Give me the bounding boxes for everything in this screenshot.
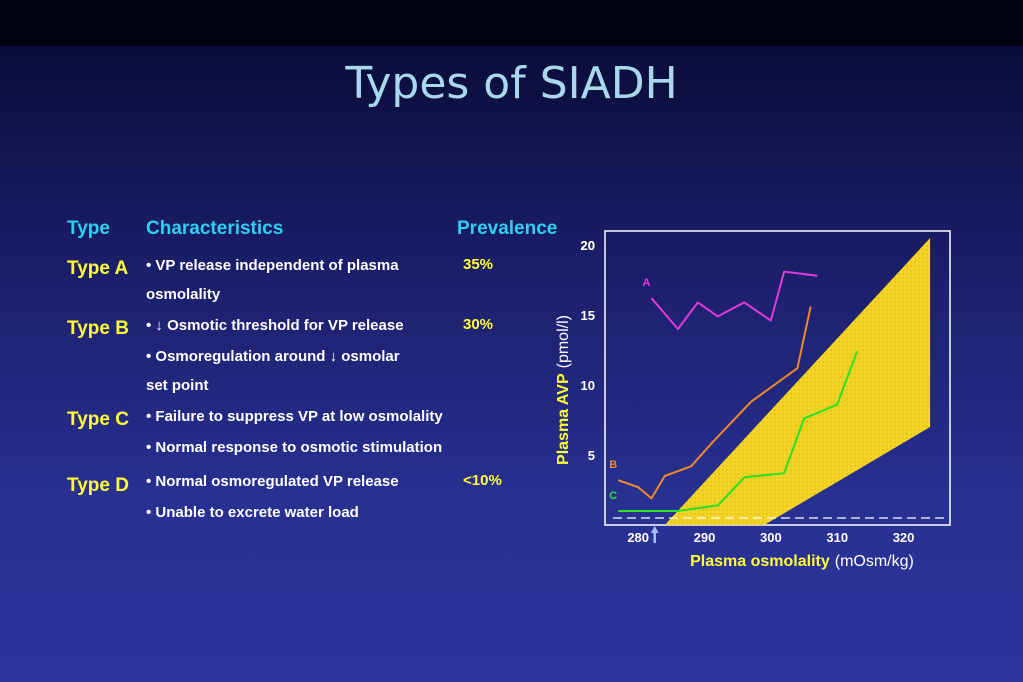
type-b-line-2: • Osmoregulation around ↓ osmolar (146, 348, 400, 365)
y-tick-label: 15 (581, 308, 595, 323)
x-axis-label-main: Plasma osmolality (690, 553, 830, 570)
threshold-arrow-head (650, 526, 659, 533)
series-line-c (618, 351, 859, 512)
type-b-line-3: set point (146, 377, 209, 394)
normal-range-band (664, 238, 931, 525)
type-b-prevalence: 30% (463, 316, 494, 333)
y-tick-label: 20 (581, 238, 595, 253)
series-label-a: A (642, 277, 650, 289)
series-line-a (650, 270, 818, 330)
type-a-line-2: osmolality (146, 286, 221, 303)
type-a-prevalence: 35% (463, 256, 494, 273)
y-axis-label: Plasma AVP (pmol/l) (555, 315, 572, 465)
header-characteristics: Characteristics (146, 218, 284, 239)
type-a-line-1: • VP release independent of plasma (146, 257, 399, 274)
x-axis-label-unit: (mOsm/kg) (835, 553, 914, 570)
type-c-line-2: • Normal response to osmotic stimulation (146, 439, 443, 456)
type-b-line-1: • ↓ Osmotic threshold for VP release (146, 317, 404, 334)
series-label-c: C (609, 490, 617, 502)
header-type: Type (67, 218, 110, 239)
slide-title: Types of SIADH (345, 58, 678, 109)
x-tick-label: 310 (826, 530, 848, 545)
type-d-label: Type D (67, 475, 129, 496)
type-d-line-1: • Normal osmoregulated VP release (146, 473, 399, 490)
x-tick-label: 300 (760, 530, 782, 545)
header-prevalence: Prevalence (457, 218, 558, 239)
y-axis-label-main: Plasma AVP (555, 373, 572, 465)
y-tick-label: 5 (588, 448, 595, 463)
type-b-label: Type B (67, 318, 129, 339)
type-a-label: Type A (67, 258, 129, 279)
top-band (0, 0, 1023, 46)
series-label-b: B (609, 459, 617, 471)
y-tick-label: 20 (581, 238, 595, 253)
y-axis-label-unit: (pmol/l) (555, 315, 572, 368)
y-tick-label: 10 (581, 378, 595, 393)
type-d-prevalence: <10% (463, 472, 502, 489)
plot-frame (604, 230, 951, 526)
series-line-b (617, 306, 812, 500)
type-c-label: Type C (67, 409, 129, 430)
x-tick-label: 280 (627, 530, 649, 545)
x-axis-label: Plasma osmolality (mOsm/kg) (690, 553, 914, 570)
x-tick-label: 320 (893, 530, 915, 545)
type-c-line-1: • Failure to suppress VP at low osmolali… (146, 408, 443, 425)
x-tick-label: 290 (694, 530, 716, 545)
type-d-line-2: • Unable to excrete water load (146, 504, 359, 521)
